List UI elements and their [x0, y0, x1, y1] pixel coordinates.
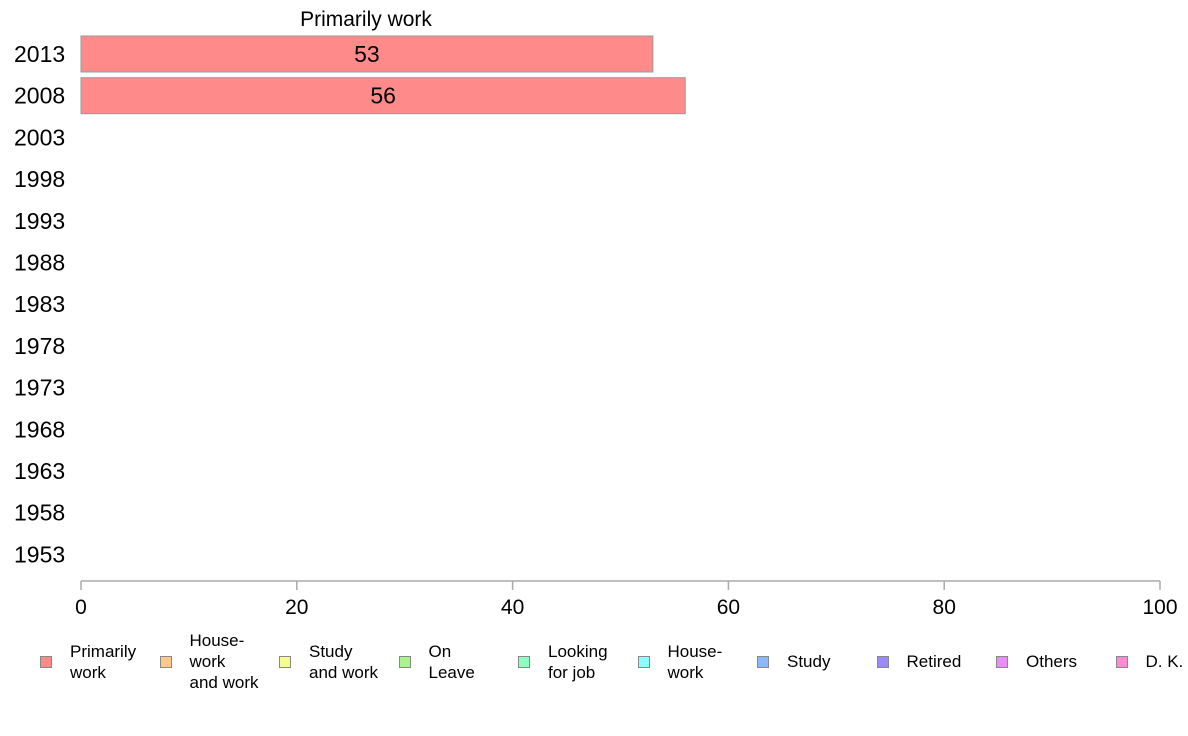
legend-swatch	[398, 656, 411, 668]
y-tick-label: 1958	[14, 500, 65, 526]
legend-swatch	[757, 656, 769, 668]
y-tick-label: 2013	[14, 41, 65, 67]
legend-label: Primarily work	[70, 642, 137, 682]
y-tick-label: 2003	[14, 124, 65, 150]
legend-swatch	[159, 656, 172, 668]
legend-item: House- work and work	[159, 630, 259, 693]
bar-value-label: 53	[354, 41, 380, 67]
legend-swatch	[1115, 656, 1128, 668]
legend-label: Study	[787, 652, 831, 671]
x-tick-label: 100	[1142, 596, 1177, 619]
x-tick-label: 60	[717, 596, 740, 619]
bar	[80, 77, 686, 115]
y-tick-label: 1998	[14, 166, 65, 192]
y-tick-label: 1993	[14, 208, 65, 234]
y-tick-label: 1978	[14, 333, 65, 359]
legend-item: D. K.	[1115, 630, 1184, 672]
legend-item: Retired	[876, 630, 962, 672]
legend-label: Study and work	[309, 642, 378, 682]
legend-label: On Leave	[428, 642, 475, 682]
legend-swatch	[40, 656, 52, 668]
legend-item: Others	[996, 630, 1077, 672]
legend-item: House- work	[637, 630, 723, 683]
y-tick-label: 1973	[14, 375, 65, 401]
legend-swatch	[279, 656, 291, 668]
legend-item: Primarily work	[40, 630, 136, 683]
legend: Primarily work House- work and work Study …	[0, 630, 1188, 700]
legend-swatch	[996, 656, 1008, 668]
x-tick-label: 0	[75, 596, 87, 619]
legend-swatch	[518, 656, 530, 668]
bar-value-label: 56	[370, 83, 396, 109]
x-tick-label: 20	[285, 596, 308, 619]
y-tick-label: 1983	[14, 291, 65, 317]
legend-label: D. K.	[1145, 652, 1184, 671]
chart-title: Primarily work	[300, 8, 432, 31]
legend-label: Others	[1026, 652, 1078, 671]
y-tick-label: 1953	[14, 541, 65, 567]
legend-label: Looking for job	[548, 642, 608, 682]
x-tick-label: 80	[933, 596, 956, 619]
y-tick-label: 1963	[14, 458, 65, 484]
legend-item: Study and work	[279, 630, 378, 683]
bar-chart: Primarily work 2013 2008 2003 1998 1993 1988 1…	[14, 8, 1178, 619]
legend-label: House- work and work	[189, 631, 259, 692]
legend-item: Looking for job	[518, 630, 608, 683]
y-tick-label: 1988	[14, 250, 65, 276]
x-tick-label: 40	[501, 596, 524, 619]
legend-swatch	[637, 656, 650, 668]
bar	[80, 35, 654, 73]
legend-label: House- work	[667, 642, 723, 682]
legend-swatch	[876, 656, 889, 668]
legend-item: On Leave	[398, 630, 475, 683]
y-tick-label: 2008	[14, 83, 65, 109]
legend-label: Retired	[906, 652, 962, 671]
legend-item: Study	[757, 630, 830, 672]
y-tick-label: 1968	[14, 416, 65, 442]
